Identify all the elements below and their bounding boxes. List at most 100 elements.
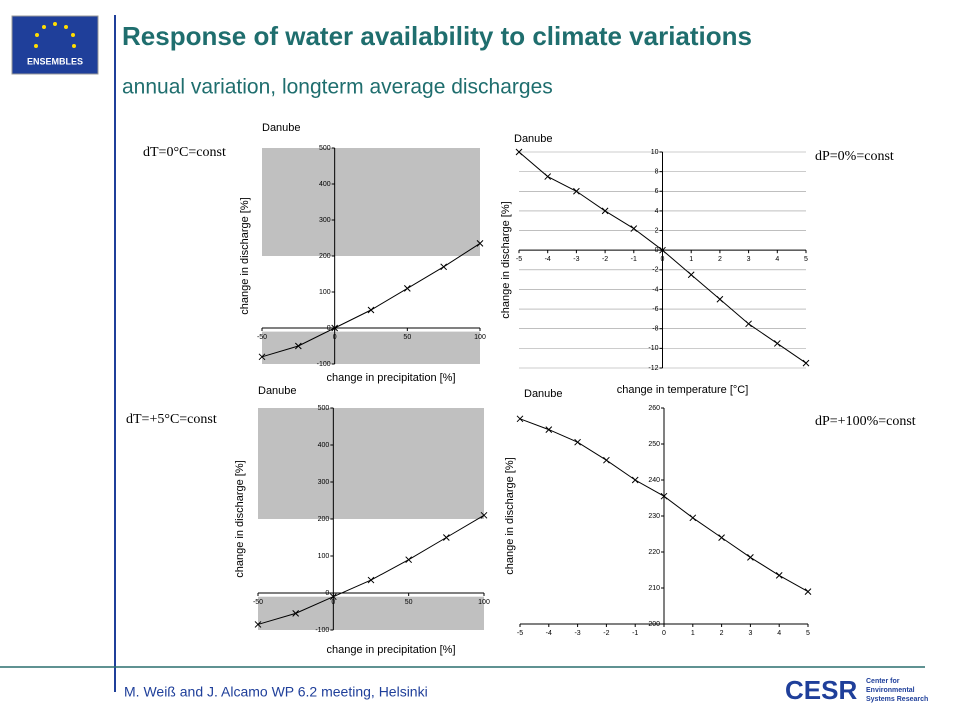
data-point <box>405 556 413 564</box>
y-tick-label: 100 <box>319 289 331 296</box>
chart: Danube dP=+100%=const change in discharge … <box>504 388 916 637</box>
y-tick-label: 10 <box>651 149 659 156</box>
x-tick-label: -50 <box>257 334 267 341</box>
y-tick-label: 300 <box>318 479 330 486</box>
x-tick-label: 1 <box>691 630 695 637</box>
y-tick-label: 230 <box>648 513 660 520</box>
y-tick-label: 200 <box>319 253 331 260</box>
chart-title: Danube <box>258 385 297 397</box>
y-tick-label: 220 <box>648 549 660 556</box>
x-tick-label: 1 <box>689 256 693 263</box>
y-tick-label: -10 <box>648 345 658 352</box>
x-axis-label: change in precipitation [%] <box>326 372 455 384</box>
cesr-line: Systems Research <box>866 696 928 703</box>
x-tick-label: 3 <box>747 256 751 263</box>
y-tick-label: 6 <box>655 188 659 195</box>
data-point <box>573 187 580 195</box>
data-point <box>442 534 450 541</box>
data-point <box>331 324 339 332</box>
y-tick-label: 400 <box>318 442 330 449</box>
data-point <box>747 554 754 561</box>
x-tick-label: 100 <box>474 334 486 341</box>
slide-subtitle: annual variation, longterm average disch… <box>122 76 553 99</box>
x-tick-label: -4 <box>546 630 552 637</box>
y-tick-label: 400 <box>319 181 331 188</box>
y-tick-label: 2 <box>655 227 659 234</box>
logo-stars <box>34 22 76 48</box>
y-tick-label: 8 <box>655 168 659 175</box>
x-tick-label: -2 <box>602 256 608 263</box>
y-tick-label: -4 <box>652 286 658 293</box>
x-tick-label: 4 <box>775 256 779 263</box>
slide-title: Response of water availability to climat… <box>122 21 752 51</box>
y-tick-label: 260 <box>648 405 660 412</box>
x-tick-label: 5 <box>806 630 810 637</box>
x-tick-label: 3 <box>748 630 752 637</box>
y-tick-label: 4 <box>655 208 659 215</box>
cesr-line: Center for <box>866 678 900 685</box>
x-tick-label: 100 <box>478 599 490 606</box>
x-tick-label: 2 <box>718 256 722 263</box>
x-tick-label: -4 <box>545 256 551 263</box>
x-tick-label: -5 <box>516 256 522 263</box>
data-point <box>802 359 810 367</box>
data-point <box>659 246 666 254</box>
y-tick-label: -12 <box>648 365 658 372</box>
y-axis-label: change in discharge [%] <box>234 460 246 577</box>
data-point <box>294 342 302 350</box>
chart-title: Danube <box>514 133 553 145</box>
y-tick-label: -2 <box>652 267 658 274</box>
y-tick-label: 100 <box>318 553 330 560</box>
x-tick-label: -2 <box>603 630 609 637</box>
data-point <box>476 240 484 247</box>
y-tick-label: 200 <box>318 516 330 523</box>
data-point <box>773 340 781 347</box>
y-axis-label: change in discharge [%] <box>504 457 516 574</box>
x-tick-label: 4 <box>777 630 781 637</box>
data-point <box>516 415 524 423</box>
annotation: dT=+5°C=const <box>126 412 217 427</box>
data-point <box>718 534 725 541</box>
y-tick-label: 500 <box>319 145 331 152</box>
cesr-name: CESR <box>785 675 857 705</box>
x-axis-label: change in temperature [°C] <box>617 384 749 396</box>
chart: Danube dT=0°C=const change in discharge [%… <box>143 122 486 384</box>
cesr-line: Environmental <box>866 687 915 694</box>
x-tick-label: -1 <box>632 630 638 637</box>
data-point <box>440 263 448 271</box>
y-tick-label: -100 <box>317 361 331 368</box>
data-point <box>544 173 552 180</box>
data-point <box>745 320 752 328</box>
data-point <box>603 456 610 464</box>
logo-text: ENSEMBLES <box>27 56 83 66</box>
data-point <box>367 306 375 314</box>
x-tick-label: 50 <box>405 599 413 606</box>
data-point <box>631 476 639 484</box>
x-axis-label: change in precipitation [%] <box>326 644 455 656</box>
data-point <box>515 148 523 156</box>
data-point <box>480 511 488 519</box>
y-tick-label: 500 <box>318 405 330 412</box>
data-point <box>716 295 724 303</box>
plot-inner <box>258 519 484 597</box>
y-tick-label: 240 <box>648 477 660 484</box>
x-tick-label: -3 <box>573 256 579 263</box>
data-point <box>660 492 668 500</box>
y-axis-label: change in discharge [%] <box>500 201 512 318</box>
y-tick-label: 300 <box>319 217 331 224</box>
data-point <box>687 271 695 279</box>
x-tick-label: 50 <box>403 334 411 341</box>
x-tick-label: 5 <box>804 256 808 263</box>
annotation: dT=0°C=const <box>143 145 226 160</box>
y-axis-label: change in discharge [%] <box>239 197 251 314</box>
charts: Danube dT=0°C=const change in discharge [%… <box>126 122 916 656</box>
data-point <box>804 588 812 595</box>
chart-title: Danube <box>524 388 563 400</box>
footer: M. Weiß and J. Alcamo WP 6.2 meeting, He… <box>124 684 428 700</box>
x-tick-label: 0 <box>662 630 666 637</box>
y-tick-label: -100 <box>315 627 329 634</box>
annotation: dP=0%=const <box>815 149 894 164</box>
chart-title: Danube <box>262 122 301 134</box>
data-point <box>254 621 262 628</box>
